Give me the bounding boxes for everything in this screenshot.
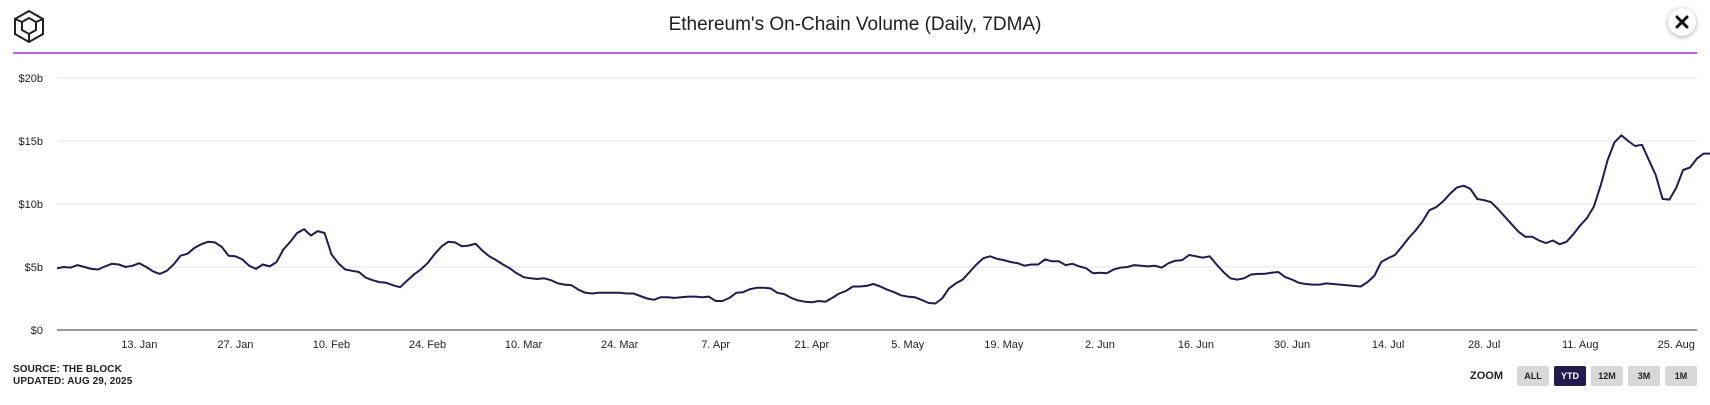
x-tick-label: 30. Jun: [1274, 339, 1310, 351]
x-tick-label: 27. Jan: [217, 339, 253, 351]
close-icon: [1675, 15, 1689, 29]
title-divider: [13, 52, 1697, 54]
x-tick-label: 24. Feb: [409, 339, 446, 351]
zoom-all-button[interactable]: ALL: [1517, 366, 1549, 386]
x-tick-label: 28. Jul: [1468, 339, 1500, 351]
x-tick-label: 13. Jan: [121, 339, 157, 351]
source-text: SOURCE: THE BLOCK: [13, 364, 122, 375]
y-tick-label: $5b: [25, 262, 43, 274]
x-tick-label: 10. Mar: [505, 339, 543, 351]
x-tick-label: 19. May: [984, 339, 1024, 351]
series-line: [56, 134, 1710, 305]
zoom-ytd-button[interactable]: YTD: [1554, 366, 1586, 386]
chart-title: Ethereum's On-Chain Volume (Daily, 7DMA): [668, 14, 1042, 35]
y-tick-label: $10b: [19, 199, 43, 211]
the-block-logo[interactable]: [12, 9, 46, 44]
x-tick-label: 21. Apr: [794, 339, 829, 351]
updated-text: UPDATED: AUG 29, 2025: [13, 376, 133, 387]
y-tick-label: $0: [31, 325, 43, 337]
zoom-label: ZOOM: [1470, 370, 1503, 382]
line-chart: $0 $5b $10b $15b $20b 13. Jan 27. Jan 10. Feb 2…: [19, 73, 1710, 351]
x-tick-label: 7. Apr: [701, 339, 730, 351]
x-tick-label: 11. Aug: [1562, 339, 1599, 351]
zoom-12m-button[interactable]: 12M: [1591, 366, 1623, 386]
chart-footer: SOURCE: THE BLOCK UPDATED: AUG 29, 2025: [13, 364, 132, 388]
series-layer: [56, 134, 1710, 305]
y-tick-label: $20b: [19, 73, 43, 85]
y-axis-labels: $0 $5b $10b $15b $20b: [19, 73, 43, 337]
zoom-1m-button[interactable]: 1M: [1665, 366, 1697, 386]
close-button[interactable]: [1668, 8, 1696, 36]
gridlines: [57, 77, 1697, 331]
x-tick-label: 16. Jun: [1178, 339, 1214, 351]
x-tick-label: 2. Jun: [1085, 339, 1115, 351]
zoom-controls: ZOOM ALL YTD 12M 3M 1M: [1470, 366, 1697, 386]
x-tick-label: 14. Jul: [1372, 339, 1404, 351]
x-axis-labels: 13. Jan 27. Jan 10. Feb 24. Feb 10. Mar 24. M…: [121, 339, 1695, 351]
x-tick-label: 24. Mar: [601, 339, 639, 351]
x-tick-label: 25. Aug: [1658, 339, 1695, 351]
y-tick-label: $15b: [19, 136, 43, 148]
x-tick-label: 5. May: [891, 339, 925, 351]
x-tick-label: 10. Feb: [313, 339, 350, 351]
zoom-3m-button[interactable]: 3M: [1628, 366, 1660, 386]
